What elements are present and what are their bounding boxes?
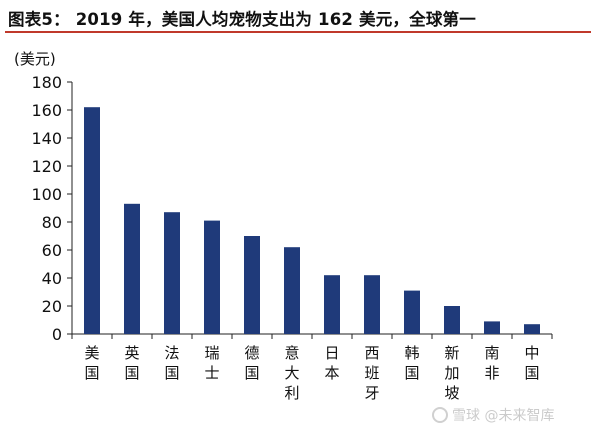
category-label: 新加坡 [444,344,459,402]
category-label: 韩国 [404,344,419,382]
bar-1 [84,107,100,334]
y-tick-label: 40 [42,269,62,288]
y-tick-label: 160 [31,101,62,120]
bar-2 [124,203,140,334]
y-axis-label: (美元) [14,50,56,68]
category-label: 英国 [124,344,139,382]
title-divider [5,31,591,33]
category-label: 南非 [484,344,499,382]
category-label: 中国 [524,344,539,382]
chart-title: 图表5： 2019 年，美国人均宠物支出为 162 美元，全球第一 [8,10,476,29]
category-label: 意大利 [284,344,299,402]
y-axis: 0 20 40 60 80 100 120 140 160 180 [31,73,73,344]
bar-3 [164,212,180,334]
category-label: 法国 [164,344,179,382]
bar-11 [484,321,500,334]
y-tick-label: 20 [42,297,62,316]
y-tick-label: 140 [31,129,62,148]
category-label: 德国 [244,344,259,382]
snowball-logo-icon [432,407,448,423]
y-tick-label: 120 [31,157,62,176]
bar-10 [444,306,460,334]
watermark: 雪球 @未来智库 [432,405,597,425]
bars [84,107,540,334]
bar-4 [204,220,220,334]
y-tick-label: 100 [31,185,62,204]
y-tick-label: 80 [42,213,62,232]
bar-6 [284,247,300,334]
category-label: 西班牙 [364,344,379,402]
bar-9 [404,290,420,334]
bar-12 [524,324,540,334]
y-tick-label: 60 [42,241,62,260]
y-tick-label: 0 [52,325,62,344]
y-tick-label: 180 [31,73,62,92]
category-label: 美国 [84,344,99,382]
bar-5 [244,236,260,334]
category-label: 瑞士 [204,344,219,382]
bar-8 [364,275,380,334]
category-label: 日本 [324,344,339,382]
watermark-text: 雪球 @未来智库 [452,408,555,424]
bar-7 [324,275,340,334]
x-axis [71,333,553,339]
